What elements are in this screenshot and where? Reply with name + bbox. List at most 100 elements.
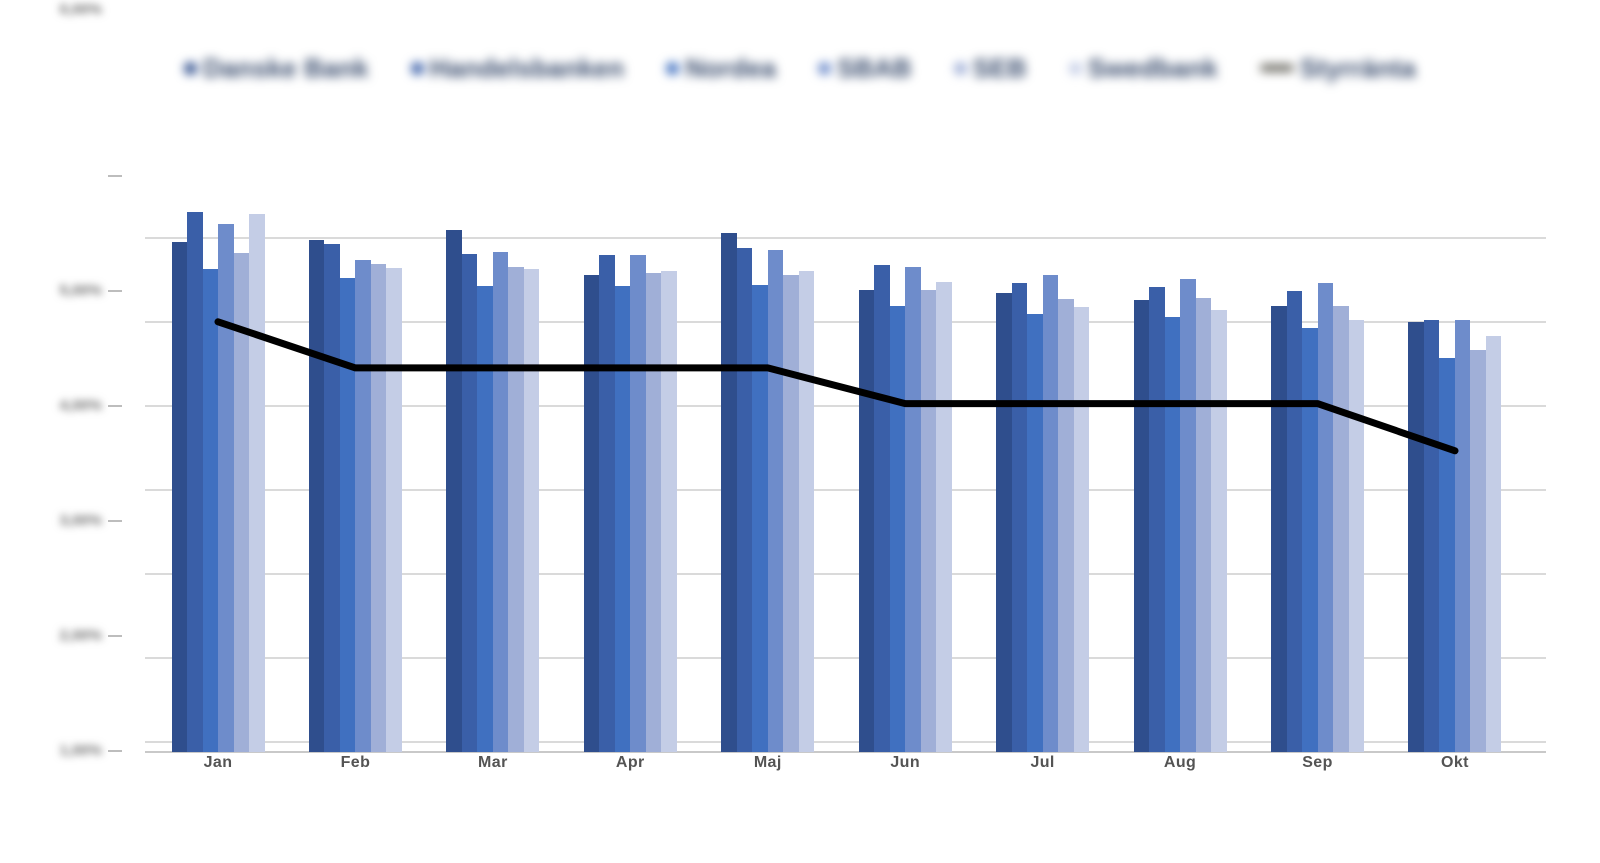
bar-seb-aug[interactable]: [1195, 297, 1212, 752]
bar-sbab-aug[interactable]: [1180, 279, 1196, 752]
x-axis-label-mar: Mar: [478, 754, 508, 771]
bar-seb-mar[interactable]: [508, 266, 524, 752]
x-axis-label-jan: Jan: [203, 754, 233, 771]
bar-sbab-mar[interactable]: [492, 251, 509, 752]
series-dot-icon: [1068, 61, 1082, 75]
bar-nordea-jan[interactable]: [202, 268, 218, 752]
legend-item-styrranta[interactable]: Styrränta: [1259, 53, 1416, 84]
bar-swedbank-jul[interactable]: [1073, 306, 1090, 752]
bar-seb-okt[interactable]: [1470, 349, 1486, 752]
bar-handelsbanken-sep[interactable]: [1286, 290, 1303, 752]
bar-seb-jun[interactable]: [920, 289, 937, 752]
legend-item-swedbank[interactable]: Swedbank: [1068, 52, 1218, 84]
bar-seb-jan[interactable]: [233, 252, 249, 752]
gridline: [145, 237, 1546, 239]
legend-label: Swedbank: [1087, 52, 1218, 83]
y-axis-tick: [108, 520, 122, 522]
bar-nordea-sep[interactable]: [1302, 327, 1318, 752]
x-axis-label-jul: Jul: [1030, 754, 1055, 771]
y-axis-label: 5,00%: [59, 282, 102, 299]
bar-sbab-feb[interactable]: [355, 259, 371, 752]
bar-sbab-sep[interactable]: [1317, 282, 1334, 752]
legend-item-seb[interactable]: SEB: [953, 52, 1027, 84]
legend-item-handelsbanken[interactable]: Handelsbanken: [410, 52, 625, 84]
bar-seb-feb[interactable]: [370, 264, 387, 752]
bar-swedbank-mar[interactable]: [523, 268, 540, 752]
bar-handelsbanken-maj[interactable]: [736, 248, 753, 752]
legend-label: SEB: [972, 52, 1027, 83]
bar-sbab-jun[interactable]: [905, 266, 921, 752]
bar-swedbank-jan[interactable]: [249, 213, 265, 752]
bar-handelsbanken-okt[interactable]: [1423, 319, 1440, 752]
x-axis-label-feb: Feb: [340, 754, 371, 771]
bar-sbab-maj[interactable]: [767, 250, 784, 752]
bar-danske-bank-apr[interactable]: [583, 274, 600, 752]
y-axis-label: 4,00%: [59, 397, 102, 414]
x-axis-label-apr: Apr: [615, 754, 645, 771]
gridline: [145, 489, 1546, 491]
bar-danske-bank-jan[interactable]: [171, 242, 187, 752]
bar-danske-bank-maj[interactable]: [721, 233, 737, 752]
bar-seb-jul[interactable]: [1058, 298, 1074, 752]
bar-danske-bank-mar[interactable]: [446, 229, 462, 752]
x-axis-label-jun: Jun: [890, 754, 921, 771]
bar-swedbank-aug[interactable]: [1211, 310, 1227, 752]
legend-label: SBAB: [837, 52, 912, 83]
bar-swedbank-apr[interactable]: [661, 271, 677, 752]
bar-swedbank-sep[interactable]: [1348, 319, 1365, 752]
bar-nordea-apr[interactable]: [614, 286, 631, 752]
bar-danske-bank-aug[interactable]: [1133, 299, 1150, 752]
x-axis-line: [145, 750, 1546, 753]
y-axis-tick: [108, 290, 122, 292]
bar-handelsbanken-aug[interactable]: [1149, 287, 1165, 752]
bar-swedbank-jun[interactable]: [936, 281, 952, 752]
bar-handelsbanken-apr[interactable]: [599, 255, 615, 752]
series-dot-icon: [184, 61, 198, 75]
series-dot-icon: [410, 61, 424, 75]
bar-sbab-apr[interactable]: [630, 255, 646, 752]
bar-sbab-jul[interactable]: [1042, 274, 1059, 752]
y-axis-tick: [108, 635, 122, 637]
bar-danske-bank-jun[interactable]: [858, 289, 875, 752]
x-axis-label-aug: Aug: [1163, 754, 1197, 771]
legend-item-sbab[interactable]: SBAB: [818, 53, 911, 84]
y-axis-tick: [108, 405, 122, 407]
bar-seb-sep[interactable]: [1333, 305, 1349, 752]
bar-danske-bank-feb[interactable]: [308, 240, 325, 752]
y-axis-tick: [108, 750, 122, 752]
bar-handelsbanken-jul[interactable]: [1011, 282, 1028, 752]
bar-seb-maj[interactable]: [783, 274, 799, 752]
bar-nordea-feb[interactable]: [339, 278, 356, 752]
bar-handelsbanken-jun[interactable]: [874, 265, 890, 752]
bar-nordea-jul[interactable]: [1027, 313, 1043, 752]
bar-swedbank-okt[interactable]: [1485, 335, 1502, 752]
gridline: [145, 741, 1546, 743]
bar-handelsbanken-feb[interactable]: [324, 243, 340, 752]
gridline: [145, 573, 1546, 575]
bar-handelsbanken-mar[interactable]: [461, 253, 478, 752]
legend-item-nordea[interactable]: Nordea: [666, 53, 776, 84]
bar-nordea-jun[interactable]: [889, 305, 906, 752]
y-axis-label: 0,00%: [59, 1, 102, 18]
bar-nordea-maj[interactable]: [752, 284, 768, 752]
bar-danske-bank-okt[interactable]: [1408, 321, 1424, 752]
bar-handelsbanken-jan[interactable]: [187, 212, 203, 752]
legend-label: Danske Bank: [203, 52, 369, 83]
legend-item-danske-bank[interactable]: Danske Bank: [184, 53, 369, 84]
bar-swedbank-maj[interactable]: [798, 271, 815, 752]
bar-nordea-aug[interactable]: [1164, 317, 1181, 752]
y-axis-label: 2,00%: [59, 627, 102, 644]
bar-swedbank-feb[interactable]: [386, 267, 402, 752]
bar-sbab-okt[interactable]: [1454, 319, 1471, 752]
legend-label: Nordea: [685, 52, 777, 83]
bar-danske-bank-jul[interactable]: [996, 293, 1012, 752]
y-axis-tick: [108, 175, 122, 177]
bar-seb-apr[interactable]: [645, 273, 662, 752]
bar-sbab-jan[interactable]: [218, 223, 234, 752]
x-axis-label-okt: Okt: [1441, 754, 1469, 771]
bar-nordea-okt[interactable]: [1439, 357, 1455, 752]
bar-nordea-mar[interactable]: [477, 286, 493, 752]
legend-label: Handelsbanken: [429, 52, 625, 83]
bar-danske-bank-sep[interactable]: [1271, 305, 1287, 752]
